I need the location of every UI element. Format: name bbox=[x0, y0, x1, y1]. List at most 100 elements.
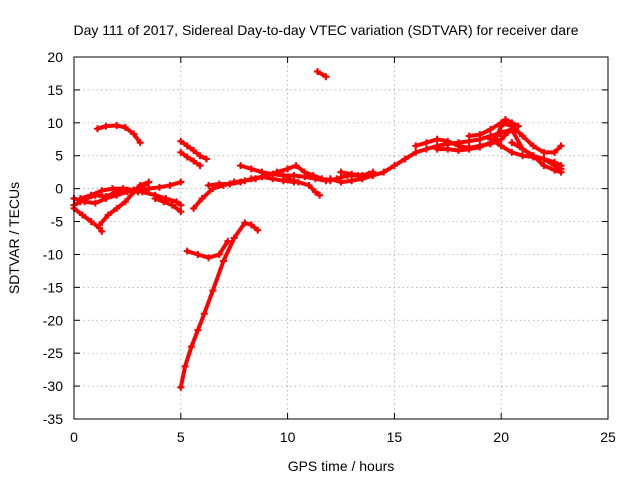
data-point bbox=[519, 145, 527, 153]
data-point bbox=[433, 145, 441, 153]
data-point bbox=[292, 162, 300, 170]
data-point bbox=[497, 119, 505, 127]
series-arc-u bbox=[465, 119, 565, 156]
series-line bbox=[178, 220, 260, 390]
data-point bbox=[476, 143, 484, 151]
data-point bbox=[237, 178, 245, 186]
grid bbox=[74, 57, 608, 419]
y-tick-label: -5 bbox=[51, 214, 64, 230]
series-arc-i bbox=[177, 148, 204, 170]
data-point bbox=[444, 145, 452, 153]
data-point bbox=[190, 146, 198, 154]
data-point bbox=[322, 177, 330, 185]
data-point bbox=[168, 201, 176, 209]
data-point bbox=[230, 234, 238, 242]
data-point bbox=[93, 125, 101, 133]
series-arc-o bbox=[284, 175, 324, 199]
data-point bbox=[444, 137, 452, 145]
data-point bbox=[130, 188, 138, 196]
chart-title: Day 111 of 2017, Sidereal Day-to-day VTE… bbox=[74, 22, 579, 38]
data-point bbox=[337, 178, 345, 186]
data-point bbox=[121, 198, 129, 206]
data-point bbox=[247, 221, 255, 229]
data-point bbox=[301, 173, 309, 181]
data-point bbox=[497, 142, 505, 150]
data-point bbox=[247, 175, 255, 183]
data-point bbox=[390, 162, 398, 170]
data-point bbox=[173, 198, 181, 206]
data-point bbox=[194, 326, 202, 334]
data-point bbox=[87, 191, 95, 199]
x-axis-label: GPS time / hours bbox=[288, 458, 395, 474]
data-point bbox=[508, 139, 516, 147]
data-point bbox=[81, 198, 89, 206]
data-point bbox=[113, 204, 121, 212]
data-point bbox=[113, 121, 121, 129]
y-tick-label: 5 bbox=[55, 148, 63, 164]
data-point bbox=[487, 135, 495, 143]
data-point bbox=[183, 142, 191, 150]
data-point bbox=[501, 116, 509, 124]
y-tick-label: -25 bbox=[43, 345, 63, 361]
data-point bbox=[284, 175, 292, 183]
data-point bbox=[254, 226, 262, 234]
series-arc-e bbox=[96, 178, 153, 229]
data-point bbox=[311, 188, 319, 196]
data-point bbox=[557, 162, 565, 170]
data-point bbox=[190, 157, 198, 165]
data-point bbox=[196, 162, 204, 170]
data-point bbox=[119, 185, 127, 193]
data-point bbox=[380, 168, 388, 176]
data-point bbox=[177, 208, 185, 216]
data-point bbox=[422, 145, 430, 153]
data-point bbox=[181, 362, 189, 370]
data-point bbox=[177, 148, 185, 156]
y-tick-label: 10 bbox=[47, 115, 63, 131]
data-point bbox=[130, 130, 138, 138]
data-point bbox=[348, 177, 356, 185]
series-line bbox=[178, 150, 202, 168]
data-point bbox=[215, 250, 223, 258]
data-point bbox=[529, 152, 537, 160]
data-point bbox=[196, 152, 204, 160]
data-point bbox=[540, 162, 548, 170]
data-point bbox=[79, 211, 87, 219]
x-tick-label: 15 bbox=[387, 429, 403, 445]
data-point bbox=[202, 155, 210, 163]
data-point bbox=[177, 383, 185, 391]
data-point bbox=[121, 123, 129, 131]
data-point bbox=[504, 129, 512, 137]
data-point bbox=[519, 132, 527, 140]
series-line bbox=[467, 120, 563, 155]
data-point bbox=[369, 168, 377, 176]
data-point bbox=[401, 155, 409, 163]
data-point bbox=[348, 170, 356, 178]
data-point bbox=[551, 166, 559, 174]
series-arc-f bbox=[93, 121, 144, 147]
data-point bbox=[226, 180, 234, 188]
series-arc-g bbox=[151, 195, 185, 216]
series-arc-b bbox=[70, 204, 106, 235]
series-line bbox=[339, 170, 375, 178]
data-point bbox=[540, 155, 548, 163]
data-point bbox=[316, 191, 324, 199]
data-point bbox=[87, 218, 95, 226]
y-tick-label: -15 bbox=[43, 279, 63, 295]
data-point bbox=[136, 139, 144, 147]
data-point bbox=[138, 188, 146, 196]
data-point bbox=[183, 153, 191, 161]
data-point bbox=[508, 148, 516, 156]
data-point bbox=[305, 181, 313, 189]
x-tick-label: 5 bbox=[177, 429, 185, 445]
data-point bbox=[433, 135, 441, 143]
data-point bbox=[290, 171, 298, 179]
data-point bbox=[104, 211, 112, 219]
data-point bbox=[551, 148, 559, 156]
data-point bbox=[220, 257, 228, 265]
series-line bbox=[153, 196, 183, 214]
data-point bbox=[108, 185, 116, 193]
data-point bbox=[241, 219, 249, 227]
series-arc-j bbox=[177, 219, 262, 391]
series-arc-r bbox=[337, 168, 377, 179]
